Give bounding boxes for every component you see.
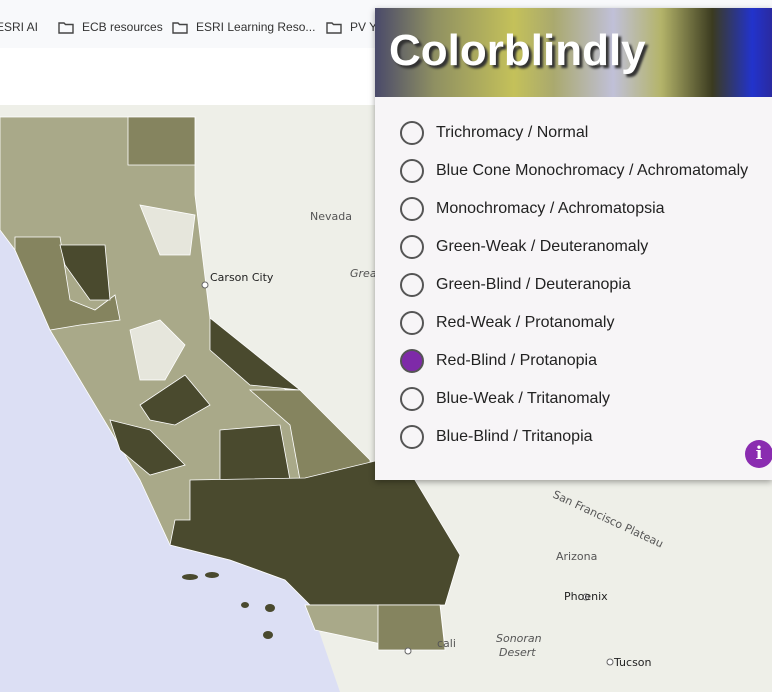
- info-button[interactable]: i: [745, 440, 772, 468]
- radio-option[interactable]: Green-Weak / Deuteranomaly: [400, 235, 648, 259]
- radio-button[interactable]: [400, 121, 424, 145]
- radio-button[interactable]: [400, 311, 424, 335]
- bookmark[interactable]: ESRI AI: [0, 20, 38, 34]
- option-label: Green-Weak / Deuteranomaly: [436, 238, 649, 255]
- map-label: Sonoran: [496, 632, 542, 645]
- panel-title: Colorblindly: [389, 26, 646, 75]
- option-label: Green-Blind / Deuteranopia: [436, 276, 631, 293]
- map-label: Grea: [350, 267, 377, 280]
- radio-button[interactable]: [400, 387, 424, 411]
- bookmark-label: ESRI AI: [0, 20, 39, 34]
- radio-button[interactable]: [400, 349, 424, 373]
- bookmark[interactable]: ECB resources: [58, 20, 163, 34]
- radio-option[interactable]: Trichromacy / Normal: [400, 121, 588, 145]
- bookmark[interactable]: ESRI Learning Reso...: [172, 20, 315, 34]
- radio-button[interactable]: [400, 235, 424, 259]
- option-label: Blue-Weak / Tritanomaly: [436, 390, 610, 407]
- map-label: Carson City: [210, 271, 274, 284]
- map-label: Nevada: [310, 210, 352, 223]
- folder-icon: [58, 21, 74, 34]
- bookmark-label: ECB resources: [82, 20, 163, 34]
- folder-icon: [326, 21, 342, 34]
- radio-option[interactable]: Blue-Weak / Tritanomaly: [400, 387, 610, 411]
- option-label: Red-Weak / Protanomaly: [436, 314, 615, 331]
- option-label: Red-Blind / Protanopia: [436, 352, 597, 369]
- bookmark-label: ESRI Learning Reso...: [196, 20, 316, 34]
- radio-option[interactable]: Green-Blind / Deuteranopia: [400, 273, 631, 297]
- colorblindly-panel: Colorblindly i Trichromacy / Normal Blue …: [375, 8, 772, 480]
- map-label: Desert: [499, 646, 536, 659]
- radio-option[interactable]: Red-Blind / Protanopia: [400, 349, 597, 373]
- option-label: Blue-Blind / Tritanopia: [436, 428, 593, 445]
- radio-option[interactable]: Blue-Blind / Tritanopia: [400, 425, 593, 449]
- radio-option[interactable]: Blue Cone Monochromacy / Achromatomaly: [400, 159, 748, 183]
- map-label: cali: [437, 637, 456, 650]
- option-label: Blue Cone Monochromacy / Achromatomaly: [436, 162, 749, 179]
- map-label: Arizona: [556, 550, 597, 563]
- panel-header: Colorblindly: [375, 8, 772, 97]
- radio-button[interactable]: [400, 197, 424, 221]
- bookmark[interactable]: PV Y: [326, 20, 377, 34]
- radio-button[interactable]: [400, 273, 424, 297]
- radio-option[interactable]: Monochromacy / Achromatopsia: [400, 197, 665, 221]
- option-label: Monochromacy / Achromatopsia: [436, 200, 665, 217]
- folder-icon: [172, 21, 188, 34]
- option-label: Trichromacy / Normal: [436, 124, 589, 141]
- radio-button[interactable]: [400, 425, 424, 449]
- radio-button[interactable]: [400, 159, 424, 183]
- map-label: Phoenix: [564, 590, 608, 603]
- radio-option[interactable]: Red-Weak / Protanomaly: [400, 311, 614, 335]
- bookmark-label: PV Y: [350, 20, 378, 34]
- map-label: Tucson: [613, 656, 652, 669]
